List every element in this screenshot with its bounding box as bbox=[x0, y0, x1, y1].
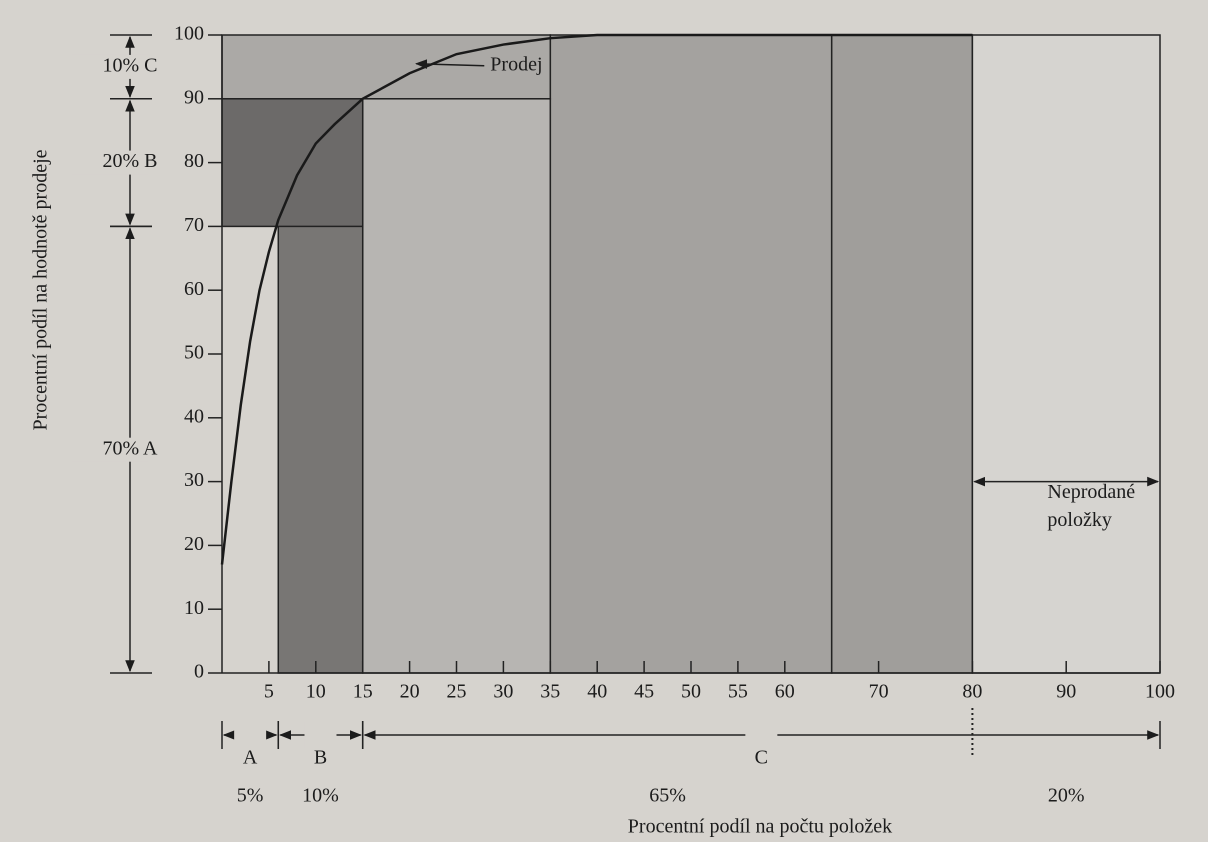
unsold-label: Neprodané bbox=[1047, 481, 1135, 503]
share-label: 5% bbox=[237, 785, 264, 807]
y-tick-label: 40 bbox=[184, 405, 204, 427]
x-tick-label: 35 bbox=[540, 681, 560, 703]
x-tick-label: 20 bbox=[400, 681, 420, 703]
bracket-label: 20% B bbox=[103, 150, 158, 172]
y-tick-label: 60 bbox=[184, 278, 204, 300]
y-tick-label: 10 bbox=[184, 597, 204, 619]
y-axis-label: Procentní podíl na hodnotě prodeje bbox=[30, 149, 52, 430]
x-tick-label: 40 bbox=[587, 681, 607, 703]
annotation-label: Prodej bbox=[490, 53, 542, 75]
region bbox=[832, 35, 973, 673]
x-tick-label: 80 bbox=[962, 681, 982, 703]
x-tick-label: 100 bbox=[1145, 681, 1175, 703]
x-tick-label: 55 bbox=[728, 681, 748, 703]
bracket-label: C bbox=[755, 747, 768, 769]
region bbox=[363, 99, 551, 673]
y-tick-label: 70 bbox=[184, 214, 204, 236]
x-tick-label: 50 bbox=[681, 681, 701, 703]
y-tick-label: 80 bbox=[184, 150, 204, 172]
page: Procentní podíl na počtu položek Procent… bbox=[0, 0, 1208, 842]
chart: Procentní podíl na počtu položek Procent… bbox=[0, 0, 1208, 842]
bracket-label: 70% A bbox=[103, 437, 159, 459]
y-tick-label: 0 bbox=[194, 661, 204, 683]
y-tick-label: 50 bbox=[184, 342, 204, 364]
x-tick-label: 5 bbox=[264, 681, 274, 703]
x-axis-label: Procentní podíl na počtu položek bbox=[628, 816, 892, 838]
share-label: 10% bbox=[302, 785, 339, 807]
y-tick-label: 90 bbox=[184, 86, 204, 108]
region bbox=[972, 35, 1160, 673]
y-tick-label: 100 bbox=[174, 23, 204, 45]
x-tick-label: 30 bbox=[493, 681, 513, 703]
region bbox=[550, 35, 831, 673]
bracket-label: 10% C bbox=[103, 54, 158, 76]
x-tick-label: 45 bbox=[634, 681, 654, 703]
x-tick-label: 70 bbox=[869, 681, 889, 703]
y-tick-label: 30 bbox=[184, 469, 204, 491]
bracket-label-bg bbox=[234, 722, 266, 748]
x-tick-label: 25 bbox=[447, 681, 467, 703]
bracket-label: A bbox=[243, 747, 258, 769]
bracket-label-bg bbox=[304, 722, 336, 748]
share-label: 20% bbox=[1048, 785, 1085, 807]
x-tick-label: 15 bbox=[353, 681, 373, 703]
bracket-label-bg bbox=[745, 722, 777, 748]
y-tick-label: 20 bbox=[184, 533, 204, 555]
bracket-label: B bbox=[314, 747, 327, 769]
x-tick-label: 90 bbox=[1056, 681, 1076, 703]
unsold-label: položky bbox=[1047, 509, 1111, 531]
x-tick-label: 10 bbox=[306, 681, 326, 703]
x-tick-label: 60 bbox=[775, 681, 795, 703]
share-label: 65% bbox=[649, 785, 686, 807]
